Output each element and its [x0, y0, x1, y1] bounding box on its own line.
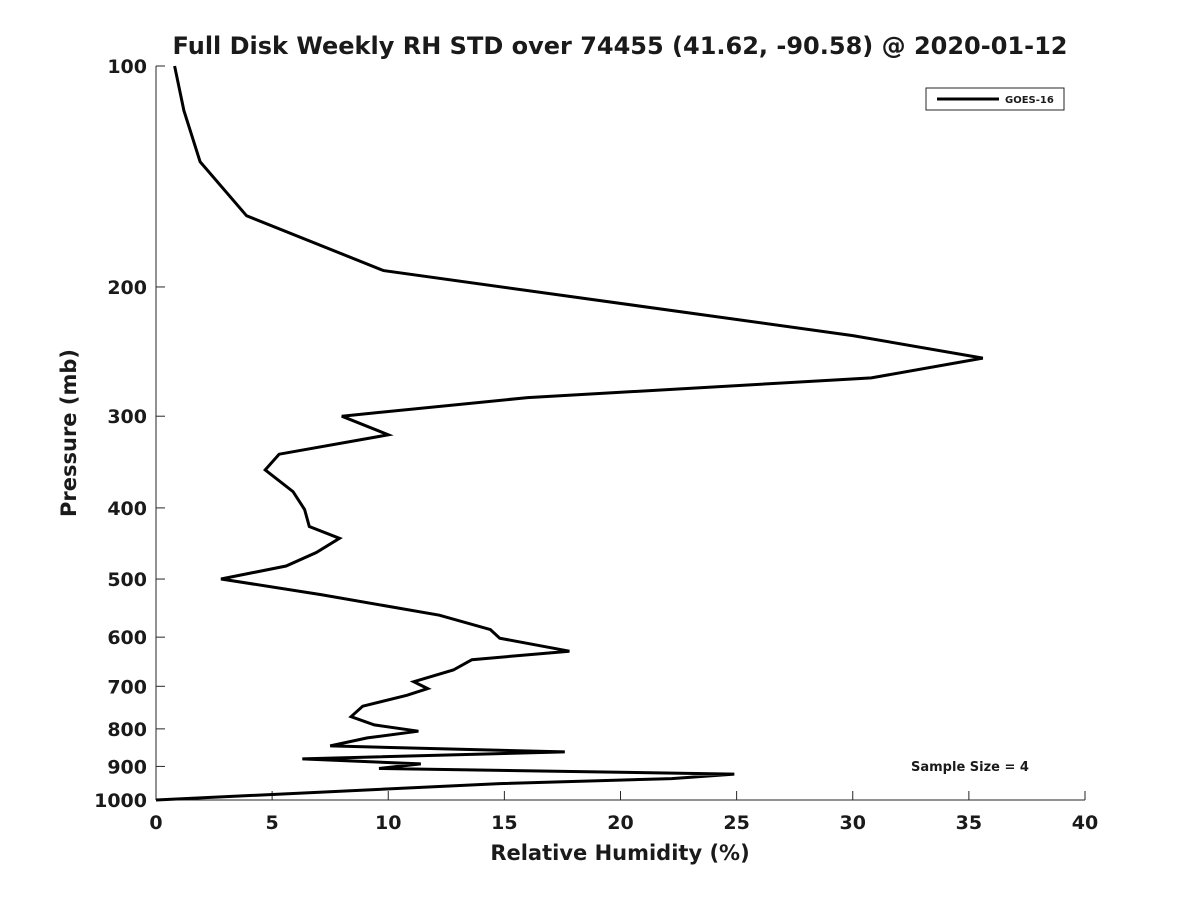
- x-tick-label: 15: [491, 812, 517, 834]
- plot-area: 0 5 10 15 20 25 30 35 40 100 200 300 400 500 600 700 80…: [94, 56, 1098, 834]
- sample-size-annotation: Sample Size = 4: [911, 760, 1029, 775]
- series-layer: [155, 65, 984, 802]
- y-tick-label: 800: [107, 719, 147, 741]
- x-tick-label: 20: [607, 812, 633, 834]
- series-line-goes-16: [155, 65, 984, 802]
- y-axis-label: Pressure (mb): [57, 349, 81, 517]
- x-tick-label: 35: [956, 812, 982, 834]
- y-tick-label: 700: [107, 676, 147, 698]
- x-tick-label: 5: [266, 812, 279, 834]
- y-tick-label: 500: [107, 569, 147, 591]
- x-tick-label: 10: [375, 812, 401, 834]
- legend-label: GOES-16: [1005, 95, 1054, 106]
- x-tick-label: 30: [840, 812, 866, 834]
- chart-title: Full Disk Weekly RH STD over 74455 (41.6…: [173, 32, 1068, 60]
- x-axis-label: Relative Humidity (%): [490, 841, 749, 865]
- x-axis-ticks: 0 5 10 15 20 25 30 35 40: [149, 791, 1098, 834]
- y-tick-label: 100: [107, 56, 147, 78]
- x-tick-label: 0: [149, 812, 162, 834]
- legend: GOES-16: [925, 87, 1065, 111]
- y-axis-ticks: 100 200 300 400 500 600 700 800 900 1000: [94, 56, 165, 812]
- y-tick-label: 200: [107, 277, 147, 299]
- x-tick-label: 40: [1072, 812, 1098, 834]
- y-tick-label: 400: [107, 498, 147, 520]
- y-tick-label: 900: [107, 756, 147, 778]
- y-tick-label: 1000: [94, 790, 147, 812]
- y-tick-label: 300: [107, 406, 147, 428]
- y-tick-label: 600: [107, 627, 147, 649]
- x-tick-label: 25: [723, 812, 749, 834]
